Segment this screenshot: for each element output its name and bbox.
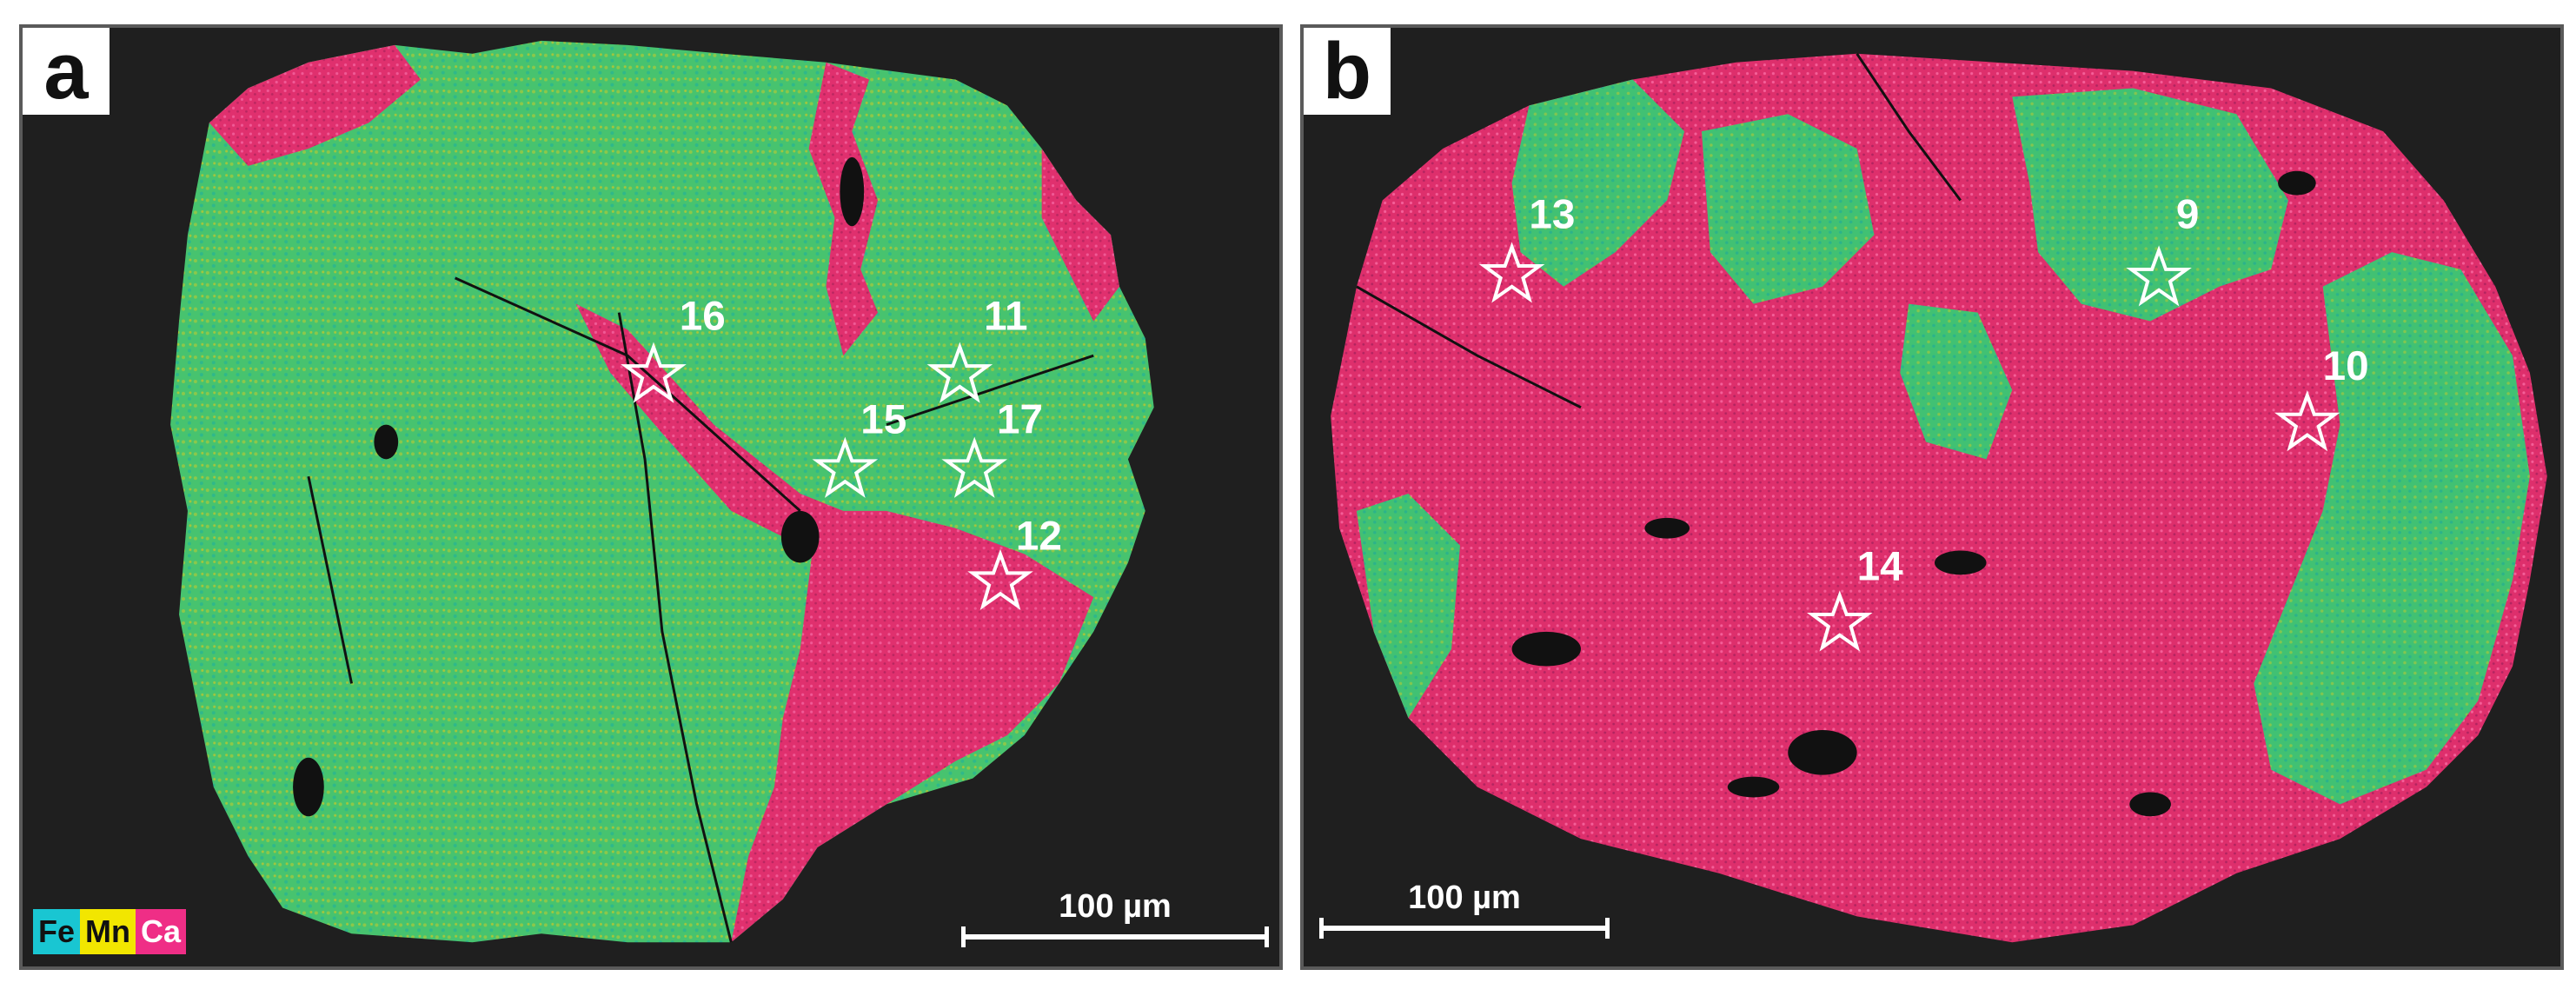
star-marker-icon: [967, 548, 1033, 610]
green-zone-b-1: [2012, 88, 2288, 322]
green-zone-b-3: [1511, 79, 1685, 287]
scale-bar-b: 100 µm: [1319, 880, 1610, 939]
ca-zone-a-5: [1041, 148, 1120, 322]
svg-text:17: 17: [997, 397, 1043, 443]
green-zone-b-6: [1900, 303, 2013, 460]
star-marker-icon: [926, 342, 993, 403]
svg-text:16: 16: [680, 293, 726, 339]
star-marker-icon: [2274, 390, 2340, 452]
element-legend: Fe Mn Ca: [33, 909, 187, 954]
scale-bar-label: 100 µm: [1408, 880, 1521, 916]
svg-text:9: 9: [2176, 191, 2199, 237]
star-marker-icon: [1478, 242, 1545, 303]
green-zone-b-5: [1356, 494, 1461, 719]
legend-ca: Ca: [136, 909, 187, 954]
marker-16: 16: [621, 293, 726, 403]
star-marker-icon: [621, 342, 687, 403]
pores-b: [1511, 170, 2316, 817]
marker-9: 9: [2126, 191, 2199, 307]
svg-text:14: 14: [1857, 543, 1903, 589]
marker-13: 13: [1478, 191, 1575, 303]
panel-label-a: a: [23, 28, 110, 115]
star-marker-icon: [1806, 590, 1873, 652]
star-marker-icon: [941, 436, 1008, 498]
svg-text:10: 10: [2323, 343, 2369, 389]
scale-bar-line: [961, 926, 1269, 947]
ca-zone-a-4: [209, 44, 421, 166]
scale-bar-line: [1319, 918, 1610, 939]
svg-text:15: 15: [860, 397, 906, 443]
cracks-b: [1356, 52, 1962, 409]
cracks-a: [307, 276, 1094, 943]
panel-b: 13 9 10 14 b 100 µm: [1300, 24, 2564, 970]
green-zone-b-2: [2254, 252, 2530, 805]
legend-mn: Mn: [80, 909, 136, 954]
pores-a: [293, 156, 865, 817]
marker-10: 10: [2274, 343, 2369, 452]
panel-label-b: b: [1304, 28, 1391, 115]
marker-11: 11: [926, 293, 1028, 403]
star-marker-icon: [2126, 245, 2192, 307]
ca-zone-a-3: [731, 510, 1094, 943]
svg-text:13: 13: [1529, 191, 1575, 237]
elemental-map-a: 16 11 15 17 12: [170, 40, 1154, 943]
marker-17: 17: [941, 397, 1043, 498]
scale-bar-label: 100 µm: [1059, 888, 1172, 925]
marker-14: 14: [1806, 543, 1903, 652]
svg-text:11: 11: [984, 293, 1027, 339]
svg-text:12: 12: [1016, 514, 1062, 560]
scale-bar-a: 100 µm: [961, 888, 1269, 947]
green-zone-b-4: [1701, 114, 1875, 304]
elemental-map-b: 13 9 10 14: [1331, 52, 2547, 943]
panel-a: 16 11 15 17 12 a Fe Mn Ca 100 µm: [19, 24, 1283, 970]
marker-15: 15: [812, 397, 906, 498]
star-marker-icon: [812, 436, 879, 498]
legend-fe: Fe: [33, 909, 81, 954]
marker-12: 12: [967, 514, 1062, 610]
